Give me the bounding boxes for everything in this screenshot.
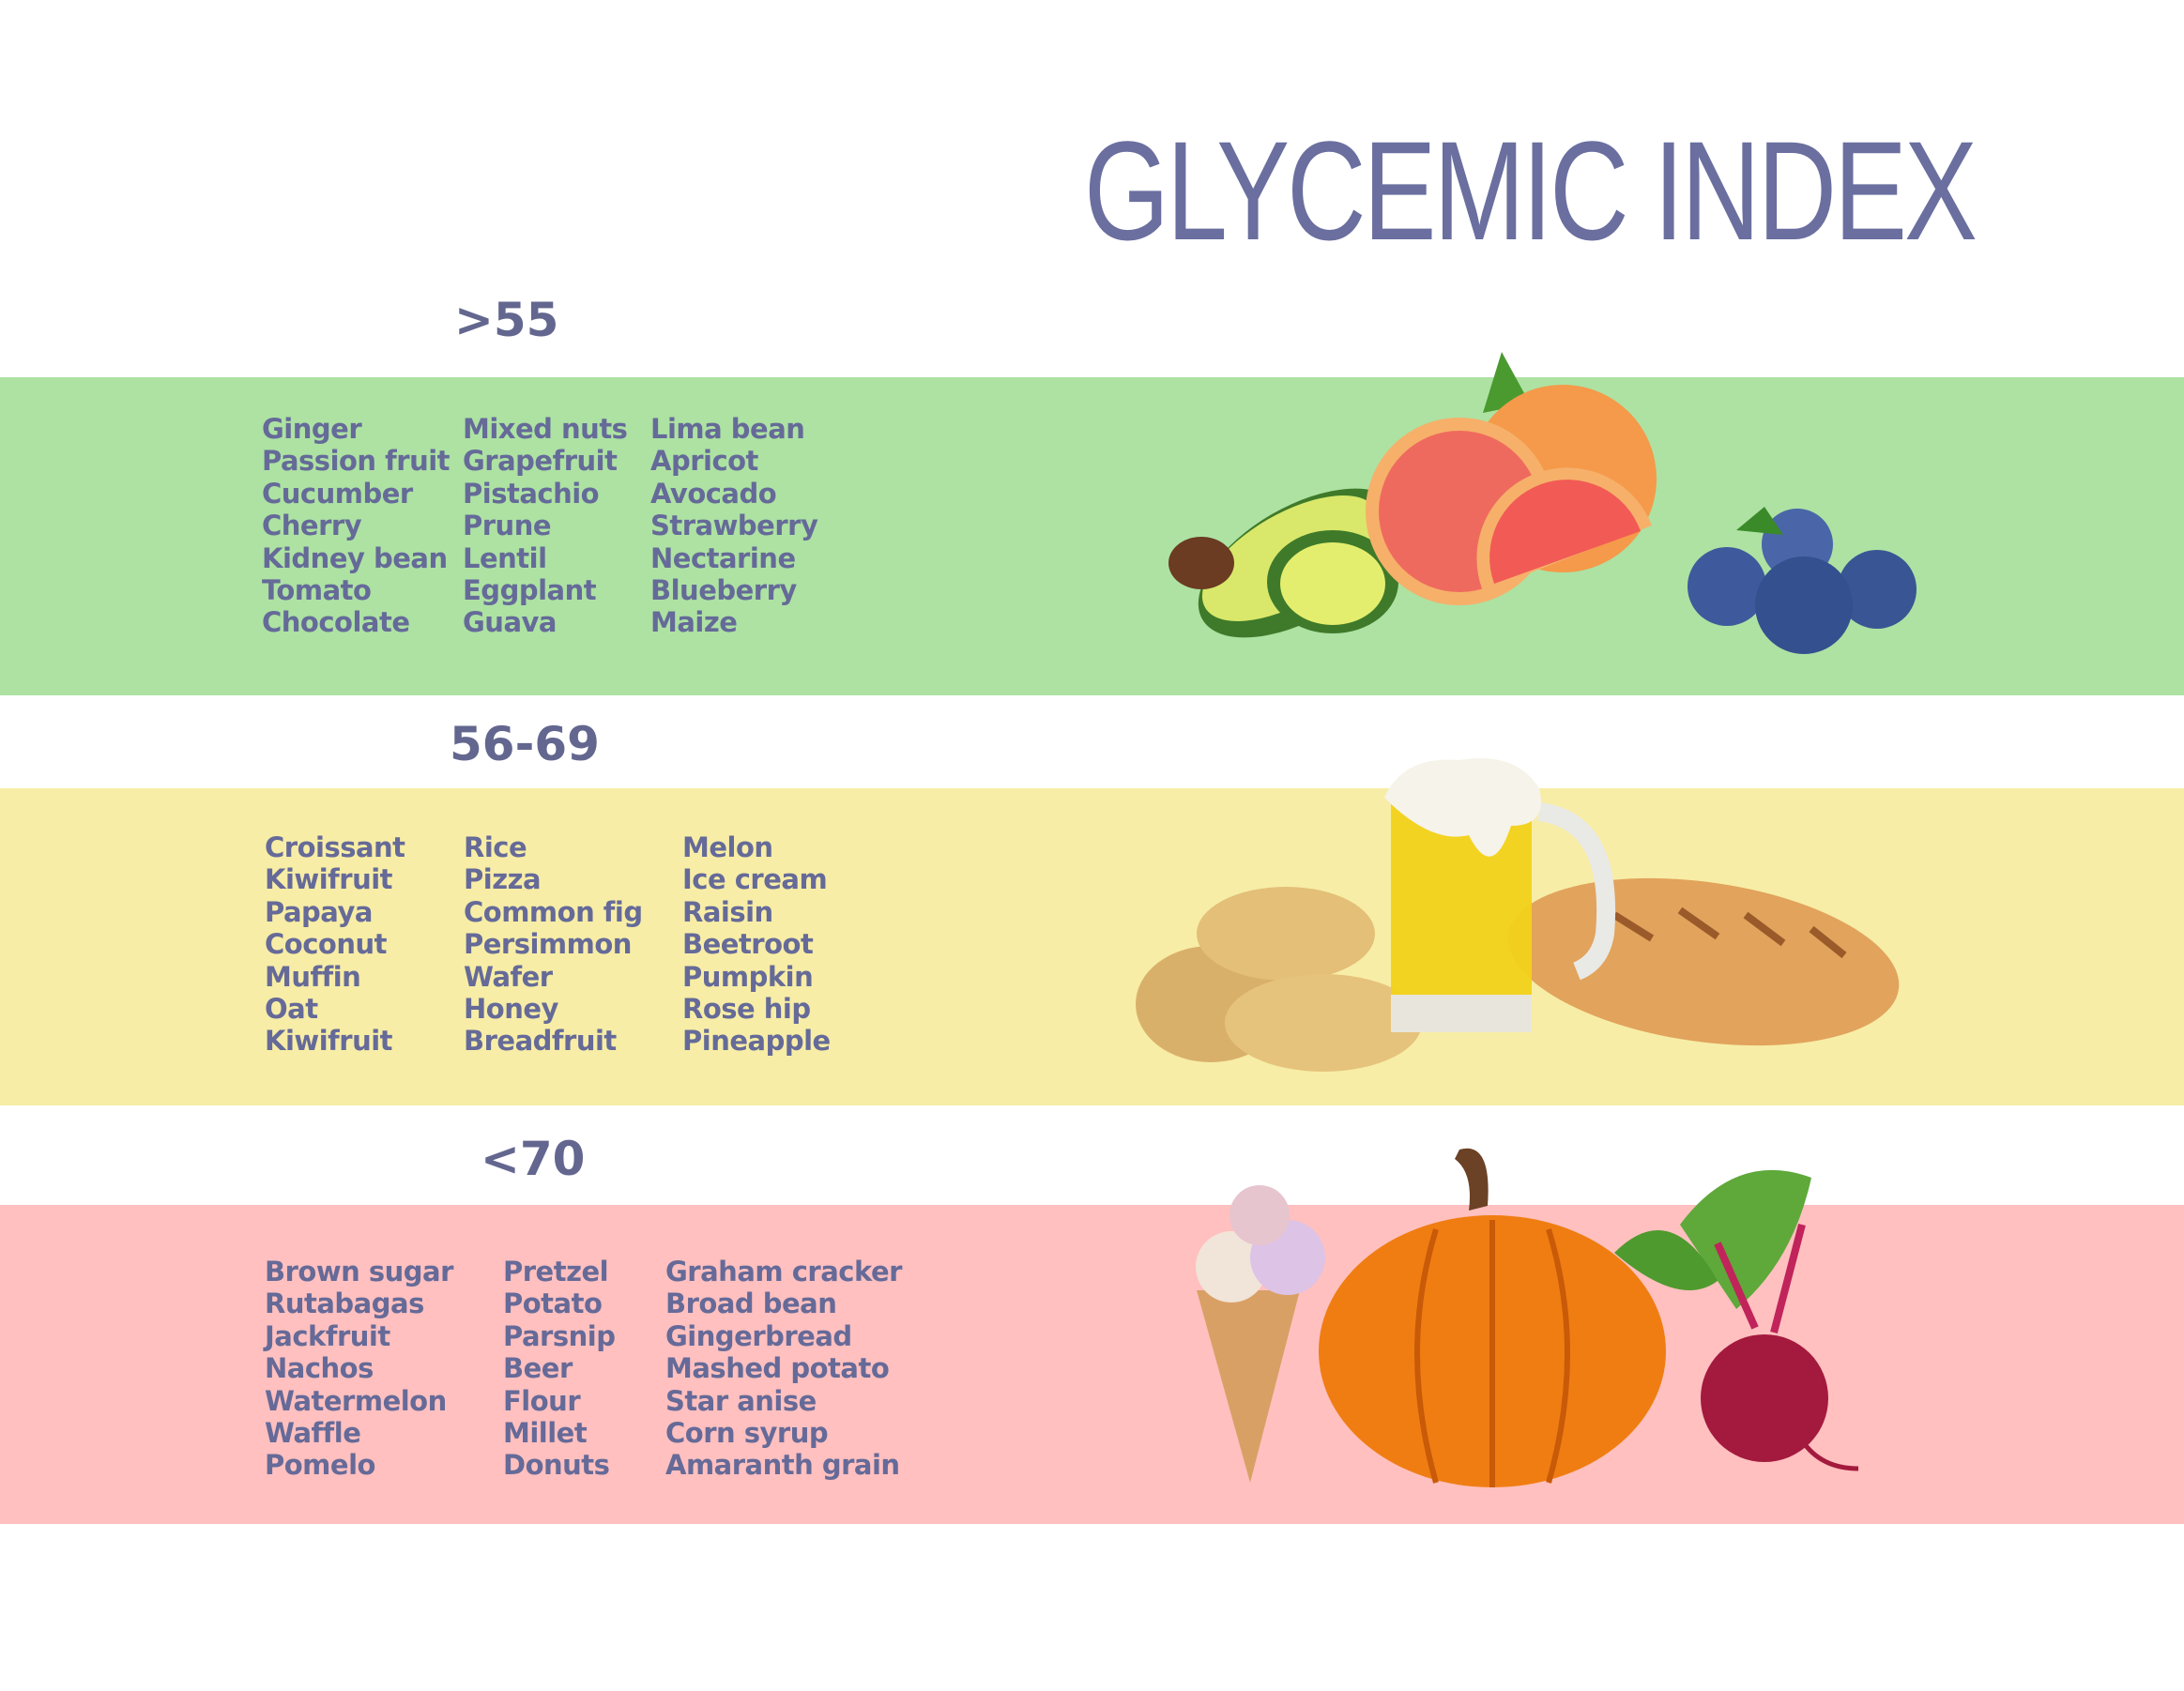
band-high: [0, 1205, 2184, 1524]
food-item: Pizza: [464, 863, 542, 896]
food-item: Papaya: [265, 895, 373, 928]
potatoes-icon: [1136, 887, 1422, 1072]
food-item: Raisin: [682, 895, 773, 928]
blueberries-icon: [1688, 507, 1917, 654]
food-item: Lentil: [463, 541, 547, 574]
food-item: Nachos: [265, 1352, 374, 1385]
food-item: Mixed nuts: [463, 413, 628, 445]
food-column: Brown sugar Rutabagas Jackfruit Nachos Water…: [265, 1256, 453, 1482]
low-gi-illustrations: [1168, 352, 1917, 654]
food-item: Ice cream: [682, 863, 828, 896]
food-item: Potato: [503, 1287, 603, 1320]
food-column: Lima bean Apricot Avocado Strawberry Nectari…: [650, 413, 818, 639]
food-column: Graham cracker Broad bean Gingerbread Mashe…: [665, 1256, 902, 1482]
food-item: Millet: [503, 1416, 588, 1449]
medium-gi-illustrations: [1136, 758, 1900, 1072]
food-item: Star anise: [665, 1384, 817, 1417]
food-item: Beer: [503, 1352, 573, 1385]
bread-loaf-icon: [1507, 877, 1900, 1046]
food-item: Strawberry: [650, 510, 818, 542]
ice-cream-cone-icon: [1196, 1185, 1325, 1483]
food-item: Mashed potato: [665, 1352, 890, 1385]
food-item: Pineapple: [682, 1025, 831, 1058]
food-column: Rice Pizza Common fig Persimmon Wafer Honey Br…: [464, 831, 643, 1058]
beetroot-icon: [1614, 1169, 1859, 1471]
food-item: Flour: [503, 1384, 581, 1417]
food-item: Parsnip: [503, 1319, 616, 1352]
food-item: Persimmon: [464, 928, 632, 961]
food-item: Maize: [650, 606, 738, 639]
food-item: Apricot: [650, 445, 758, 478]
food-column: Mixed nuts Grapefruit Pistachio Prune Lentil…: [463, 413, 628, 639]
food-item: Prune: [463, 510, 552, 542]
food-item: Guava: [463, 606, 557, 639]
high-gi-illustrations: [1196, 1148, 1859, 1487]
food-item: Rose hip: [682, 992, 811, 1025]
food-item: Rutabagas: [265, 1287, 424, 1320]
food-item: Watermelon: [265, 1384, 447, 1417]
food-item: Coconut: [265, 928, 387, 961]
avocado-icon: [1168, 488, 1402, 638]
range-label-medium: 56-69: [450, 717, 600, 771]
food-item: Corn syrup: [665, 1416, 829, 1449]
food-item: Waffle: [265, 1416, 361, 1449]
food-item: Graham cracker: [665, 1256, 902, 1287]
food-item: Blueberry: [650, 573, 797, 606]
food-item: Melon: [682, 831, 773, 863]
food-item: Jackfruit: [265, 1319, 390, 1352]
food-item: Lima bean: [650, 413, 805, 445]
food-item: Common fig: [464, 895, 643, 928]
food-item: Pretzel: [503, 1256, 609, 1287]
food-item: Croissant: [265, 831, 405, 863]
food-item: Cucumber: [262, 477, 413, 510]
range-label-low: >55: [454, 293, 559, 347]
food-item: Avocado: [650, 477, 777, 510]
food-item: Passion fruit: [262, 445, 451, 478]
food-column: Croissant Kiwifruit Papaya Coconut Muffin Oat…: [265, 831, 405, 1058]
food-item: Kiwifruit: [265, 863, 393, 896]
food-item: Rice: [464, 831, 527, 863]
food-item: Wafer: [464, 960, 553, 993]
food-item: Brown sugar: [265, 1256, 453, 1287]
range-label-high: <70: [481, 1132, 586, 1186]
food-item: Eggplant: [463, 573, 597, 606]
food-item: Gingerbread: [665, 1319, 852, 1352]
food-column: Pretzel Potato Parsnip Beer Flour Millet Donut…: [503, 1256, 616, 1482]
grapefruit-icon: [1366, 352, 1657, 605]
food-item: Pumpkin: [682, 960, 814, 993]
food-item: Breadfruit: [464, 1025, 617, 1058]
food-item: Broad bean: [665, 1287, 837, 1320]
food-item: Pistachio: [463, 477, 600, 510]
food-item: Kidney bean: [262, 541, 448, 574]
food-item: Chocolate: [262, 606, 410, 639]
food-item: Kiwifruit: [265, 1025, 393, 1058]
food-item: Nectarine: [650, 541, 796, 574]
food-item: Honey: [464, 992, 558, 1025]
food-item: Grapefruit: [463, 445, 618, 478]
beer-mug-icon: [1384, 758, 1616, 1032]
food-item: Amaranth grain: [665, 1449, 900, 1482]
food-item: Oat: [265, 992, 318, 1025]
pumpkin-icon: [1319, 1148, 1666, 1487]
food-item: Muffin: [265, 960, 361, 993]
food-item: Ginger: [262, 413, 362, 445]
food-column: Ginger Passion fruit Cucumber Cherry Kidney …: [262, 413, 451, 639]
page-title: GLYCEMIC INDEX: [1084, 112, 1978, 269]
food-item: Tomato: [262, 573, 372, 606]
food-item: Donuts: [503, 1449, 610, 1482]
food-column: Melon Ice cream Raisin Beetroot Pumpkin Rose …: [682, 831, 831, 1058]
food-item: Cherry: [262, 510, 362, 542]
food-item: Pomelo: [265, 1449, 375, 1482]
food-item: Beetroot: [682, 928, 814, 961]
